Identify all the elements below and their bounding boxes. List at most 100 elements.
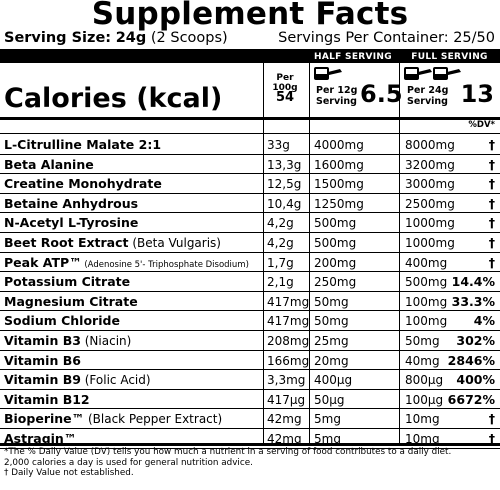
amount-full-serving: 8000mg xyxy=(405,138,455,152)
amount-per-100g: 4,2g xyxy=(267,216,294,231)
amount-per-100g: 1,7g xyxy=(267,255,294,270)
amount-per-100g: 4,2g xyxy=(267,236,294,250)
daily-value: † xyxy=(488,195,495,211)
half-serving-label-line2: Serving xyxy=(316,95,357,107)
column-divider xyxy=(309,63,310,443)
ingredient-name-main: Betaine Anhydrous xyxy=(4,195,139,211)
ingredient-name: Bioperine™ (Black Pepper Extract) xyxy=(4,411,222,426)
half-serving-label-line1: Per 12g xyxy=(316,85,358,96)
amount-per-100g: 10,4g xyxy=(267,196,302,211)
daily-value: † xyxy=(488,176,495,192)
amount-full-serving: 10mg xyxy=(405,412,440,427)
servings-per-container-value: 25/50 xyxy=(453,30,495,46)
ingredient-name: Vitamin B6 xyxy=(4,353,81,368)
row-rule xyxy=(0,408,500,410)
serving-size-value: 24g xyxy=(115,30,147,46)
footnotes: *The % Daily Value (DV) tells you how mu… xyxy=(4,447,498,479)
daily-value: 33.3% xyxy=(451,293,495,309)
panel-title: Supplement Facts xyxy=(91,0,409,32)
ingredient-name-detail: (Folic Acid) xyxy=(80,373,151,388)
amount-per-100g: 42mg xyxy=(267,412,302,427)
ingredient-name-detail: (Niacin) xyxy=(80,334,132,348)
bottom-thick-rule xyxy=(0,443,500,446)
amount-half-serving: 50µg xyxy=(314,392,345,407)
ingredient-row: Vitamin B12 417µg 50µg 100µg 6672% xyxy=(0,390,500,410)
ingredient-row: Beet Root Extract (Beta Vulgaris) 4,2g 500… xyxy=(0,233,500,253)
ingredient-row: Vitamin B3 (Niacin) 208mg 25mg 50mg 302% xyxy=(0,331,500,351)
amount-full-serving: 100mg xyxy=(405,294,448,309)
row-rule xyxy=(0,251,500,253)
amount-half-serving: 500mg xyxy=(314,236,357,250)
ingredient-name-main: N-Acetyl L-Tyrosine xyxy=(4,215,139,231)
amount-full-serving: 500mg xyxy=(405,275,448,290)
calories-rule xyxy=(0,117,500,120)
footnote-dagger: † Daily Value not established. xyxy=(4,468,134,478)
ingredient-row: Vitamin B6 166mg 20mg 40mg 2846% xyxy=(0,351,500,371)
row-rule xyxy=(0,388,500,390)
full-serving-label-line2: Serving xyxy=(407,95,448,107)
row-rule xyxy=(0,369,500,371)
ingredient-row: Bioperine™ (Black Pepper Extract) 42mg 5mg… xyxy=(0,409,500,429)
column-divider xyxy=(263,63,264,443)
ingredient-name-main: Magnesium Citrate xyxy=(4,293,138,309)
daily-value: 302% xyxy=(456,333,495,348)
serving-size-label: Serving Size: xyxy=(4,30,112,46)
ingredient-row: Potassium Citrate 2,1g 250mg 500mg 14.4% xyxy=(0,272,500,292)
dv-header-rule xyxy=(0,133,500,134)
scoop-icon xyxy=(433,67,461,80)
amount-full-serving: 800µg xyxy=(405,373,444,388)
half-serving-calories: 6.5 xyxy=(360,80,403,108)
amount-full-serving: 2500mg xyxy=(405,196,455,211)
ingredient-row: Sodium Chloride 417mg 50mg 100mg 4% xyxy=(0,311,500,331)
ingredient-name: Vitamin B3 (Niacin) xyxy=(4,333,131,348)
ingredient-name: Betaine Anhydrous xyxy=(4,196,138,211)
footnote-dv: *The % Daily Value (DV) tells you how mu… xyxy=(4,447,452,457)
amount-per-100g: 417µg xyxy=(267,392,306,407)
amount-per-100g: 42mg xyxy=(267,432,302,446)
scoop-icon xyxy=(404,67,432,80)
ingredient-name-main: Vitamin B12 xyxy=(4,391,90,407)
amount-per-100g: 3,3mg xyxy=(267,373,306,388)
ingredient-name-main: Vitamin B3 xyxy=(4,333,81,348)
row-rule xyxy=(0,153,500,155)
amount-per-100g: 417mg xyxy=(267,314,310,329)
calories-label: Calories (kcal) xyxy=(4,83,223,114)
amount-full-serving: 10mg xyxy=(405,432,440,446)
per-100g-label: Per 100g xyxy=(272,73,298,93)
amount-per-100g: 208mg xyxy=(267,334,310,348)
ingredient-name-main: Bioperine™ xyxy=(4,411,85,427)
ingredient-name-main: Peak ATP™ xyxy=(4,254,82,270)
daily-value: 14.4% xyxy=(451,274,495,290)
ingredient-name-main: Beet Root Extract xyxy=(4,235,129,250)
row-rule xyxy=(0,290,500,292)
amount-half-serving: 200mg xyxy=(314,255,357,270)
ingredient-name: Peak ATP™ (Adenosine 5'- Triphosphate Di… xyxy=(4,255,249,270)
ingredient-name-main: Astragin™ xyxy=(4,431,77,446)
amount-per-100g: 166mg xyxy=(267,353,310,368)
ingredient-row: N-Acetyl L-Tyrosine 4,2g 500mg 1000mg † xyxy=(0,213,500,233)
row-rule xyxy=(0,231,500,233)
ingredient-name: Sodium Chloride xyxy=(4,313,120,328)
daily-value: † xyxy=(488,235,495,250)
ingredient-row: Betaine Anhydrous 10,4g 1250mg 2500mg † xyxy=(0,194,500,214)
ingredient-name: Potassium Citrate xyxy=(4,274,130,289)
amount-full-serving: 1000mg xyxy=(405,236,455,250)
amount-per-100g: 417mg xyxy=(267,294,310,309)
amount-full-serving: 1000mg xyxy=(405,216,455,231)
amount-half-serving: 400µg xyxy=(314,373,353,388)
ingredient-name: N-Acetyl L-Tyrosine xyxy=(4,215,138,230)
full-serving-header: FULL SERVING xyxy=(399,51,500,63)
full-serving-label-line1: Per 24g xyxy=(407,85,449,96)
row-rule xyxy=(0,173,500,175)
ingredient-name: L-Citrulline Malate 2:1 xyxy=(4,137,161,152)
row-rule xyxy=(0,192,500,194)
row-rule xyxy=(0,427,500,429)
amount-half-serving: 250mg xyxy=(314,275,357,290)
ingredient-name: Astragin™ xyxy=(4,431,76,446)
ingredient-row: L-Citrulline Malate 2:1 33g 4000mg 8000mg † xyxy=(0,135,500,155)
serving-size-detail: (2 Scoops) xyxy=(150,30,228,46)
servings-per-container: Servings Per Container: 25/50 xyxy=(278,30,495,46)
per-100g-calories: 54 xyxy=(275,90,295,105)
daily-value: 2846% xyxy=(447,352,495,368)
